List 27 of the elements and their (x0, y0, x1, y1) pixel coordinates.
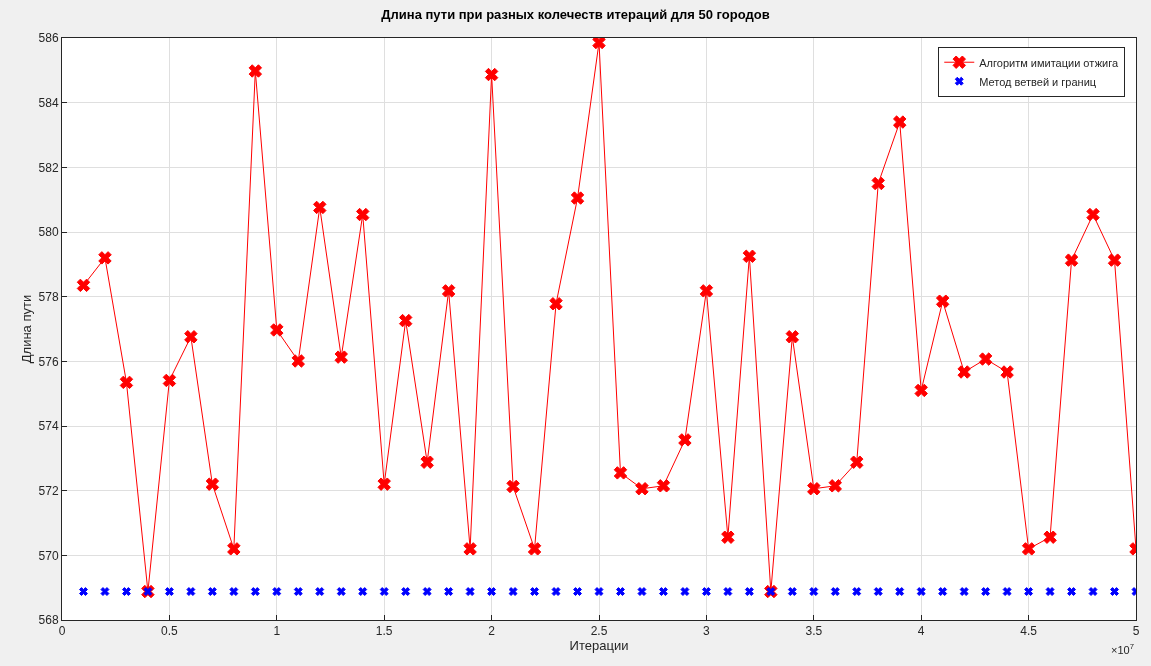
x-tick-label: 0 (58, 624, 66, 639)
x-axis-title: Итерации (569, 638, 629, 654)
y-tick-label: 572 (38, 483, 59, 498)
x-tick-label: 4 (917, 624, 925, 639)
x-tick-label: 1 (273, 624, 281, 639)
legend-label: Алгоритм имитации отжига (979, 56, 1119, 69)
x-tick-label: 1.5 (375, 624, 393, 639)
x-tick-label: 2.5 (590, 624, 608, 639)
x-tick-label: 0.5 (161, 624, 179, 639)
x-tick-label: 3.5 (805, 624, 823, 639)
text: ×10$^{7}$ (1111, 642, 1134, 656)
y-axis-title: Длина пути (18, 294, 34, 364)
x-tick-label: 3 (703, 624, 711, 639)
legend-label: Метод ветвей и границ (979, 75, 1097, 88)
y-tick-label: 570 (38, 548, 59, 563)
y-tick-label: 582 (38, 160, 59, 175)
y-tick-label: 574 (38, 419, 59, 434)
x-tick-label: 4.5 (1020, 624, 1038, 639)
y-tick-label: 586 (38, 31, 59, 46)
chart-title: Длина пути при разных колечеств итераций для 50 городов (381, 7, 770, 23)
y-tick-label: 578 (38, 289, 59, 304)
y-tick-label: 576 (38, 354, 59, 369)
x-tick-label: 2 (488, 624, 496, 639)
x-tick-label: 5 (1132, 624, 1140, 639)
y-tick-label: 580 (38, 225, 59, 240)
y-tick-label: 568 (38, 613, 59, 628)
y-tick-label: 584 (38, 95, 59, 110)
